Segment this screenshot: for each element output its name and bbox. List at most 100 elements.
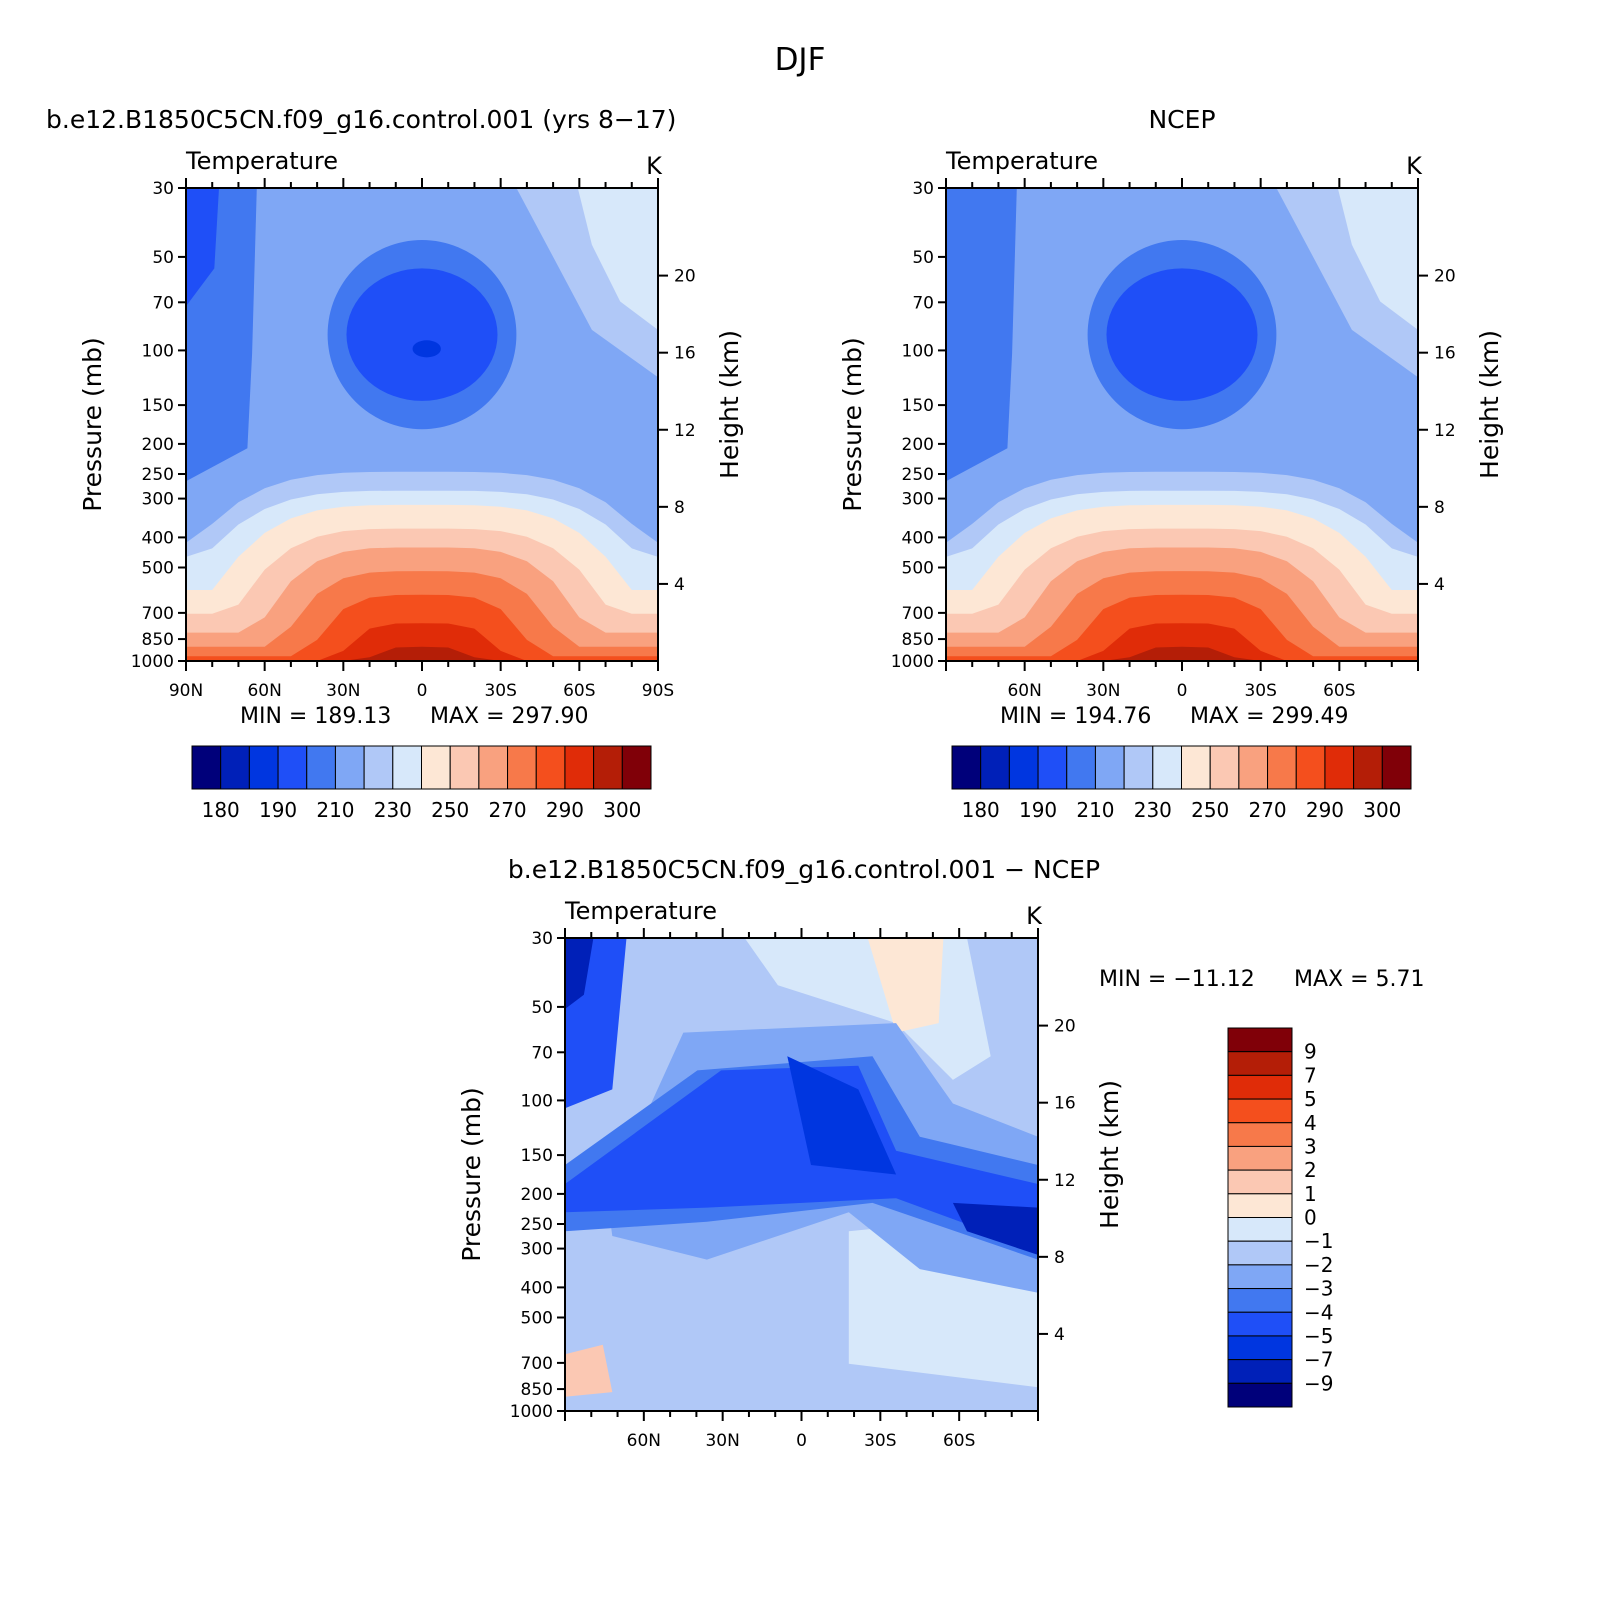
- colorbar-label: 0: [1304, 1206, 1317, 1230]
- band-core: [565, 1065, 1038, 1251]
- y-axis-label: Pressure (mb): [838, 337, 867, 511]
- colorbar: 180 190 210 230 250 270 290 300: [951, 745, 1412, 822]
- y-tick-label: 300: [902, 490, 934, 510]
- colorbar-swatch: [1227, 1122, 1293, 1147]
- x-tick-label: 60N: [1007, 681, 1041, 701]
- min-label: MIN = −11.12: [1099, 967, 1255, 992]
- colorbar-swatch: [1227, 1240, 1293, 1266]
- colorbar-swatch: [1227, 1264, 1293, 1290]
- y-tick-label: 500: [902, 559, 934, 579]
- y-tick-label: 1000: [131, 652, 174, 672]
- colorbar-swatch: [1227, 1335, 1293, 1361]
- band-warm-7: [186, 623, 658, 661]
- y-tick-label: 300: [521, 1240, 553, 1260]
- colorbar-swatch: [593, 745, 623, 790]
- panel-units: K: [1406, 152, 1423, 180]
- colorbar-swatch: [1353, 745, 1383, 790]
- band-south-core: [952, 1202, 1038, 1255]
- colorbar-label: 1: [1304, 1182, 1317, 1206]
- colorbar-swatch: [1227, 1027, 1293, 1053]
- colorbar-swatch: [421, 745, 451, 790]
- height-tick-label: 12: [1054, 1171, 1076, 1191]
- band-tropopause-core: [412, 340, 441, 358]
- band-warm-7: [946, 623, 1418, 661]
- min-label: MIN = 194.76: [1000, 704, 1151, 729]
- colorbar-label: −5: [1304, 1324, 1333, 1348]
- height-tick-label: 16: [1054, 1094, 1076, 1114]
- band-positive-upper: [867, 938, 944, 1033]
- y-tick-label: 70: [152, 293, 174, 313]
- y-tick-label: 50: [912, 248, 934, 268]
- x-tick-label: 0: [1177, 681, 1188, 701]
- height-tick-label: 8: [1434, 498, 1445, 518]
- y-tick-label: 150: [521, 1146, 553, 1166]
- colorbar-label: 7: [1304, 1063, 1317, 1087]
- y-tick-label: 300: [142, 490, 174, 510]
- colorbar-swatch: [1066, 745, 1096, 790]
- panel-title: NCEP: [1148, 105, 1215, 134]
- x-tick-label: 90N: [169, 681, 203, 701]
- y-tick-label: 30: [531, 929, 553, 949]
- y-tick-label: 500: [521, 1309, 553, 1329]
- panel-subtitle: Temperature: [185, 147, 338, 175]
- y-axis-label: Pressure (mb): [457, 1087, 486, 1261]
- x-tick-label: 60S: [563, 681, 595, 701]
- y-tick-label: 100: [142, 341, 174, 361]
- colorbar-swatch: [277, 745, 308, 790]
- colorbar-swatch: [1227, 1051, 1293, 1076]
- band-core-dark: [787, 1056, 897, 1175]
- colorbar-swatch: [248, 745, 279, 790]
- colorbar-label: 270: [488, 798, 526, 822]
- contour-field: [946, 188, 1418, 661]
- colorbar-swatch: [1227, 1169, 1293, 1195]
- colorbar-label: 4: [1304, 1111, 1317, 1135]
- height-tick-label: 8: [674, 498, 685, 518]
- band-warm-8: [946, 646, 1418, 661]
- y-tick-label: 100: [521, 1091, 553, 1111]
- colorbar-swatch: [306, 745, 336, 790]
- y-tick-label: 100: [902, 341, 934, 361]
- colorbar-swatch: [951, 745, 982, 790]
- colorbar-swatch: [449, 745, 480, 790]
- colorbar-label: 290: [1306, 798, 1344, 822]
- x-tick-label: 30N: [326, 681, 360, 701]
- x-tick-label: 30S: [484, 681, 516, 701]
- colorbar-label: 250: [1191, 798, 1229, 822]
- y-tick-label: 400: [142, 528, 174, 548]
- y-tick-label: 250: [142, 465, 174, 485]
- y-tick-label: 850: [142, 630, 174, 650]
- colorbar-swatch: [334, 745, 365, 790]
- y-tick-label: 500: [142, 559, 174, 579]
- panel-units: K: [646, 152, 663, 180]
- colorbar-swatch: [1227, 1074, 1293, 1100]
- x-tick-label: 60S: [1323, 681, 1355, 701]
- y-axis-label: Pressure (mb): [78, 337, 107, 511]
- colorbar-swatch: [478, 745, 509, 790]
- colorbar-swatch: [1209, 745, 1240, 790]
- colorbar-label: −7: [1304, 1348, 1333, 1372]
- colorbar-swatch: [1037, 745, 1068, 790]
- colorbar-label: 190: [259, 798, 297, 822]
- height-tick-label: 20: [674, 267, 696, 287]
- max-label: MAX = 5.71: [1294, 967, 1425, 992]
- panel-units: K: [1026, 902, 1043, 930]
- x-tick-label: 60N: [247, 681, 281, 701]
- colorbar-label: 210: [1076, 798, 1114, 822]
- colorbar-swatch: [1227, 1098, 1293, 1124]
- colorbar-swatch: [1227, 1359, 1293, 1384]
- colorbar-swatch: [1008, 745, 1039, 790]
- y-tick-label: 1000: [510, 1402, 553, 1422]
- panel-diff: b.e12.B1850C5CN.f09_g16.control.001 − NC…: [457, 855, 1425, 1451]
- height-tick-label: 20: [1054, 1017, 1076, 1037]
- y-tick-label: 150: [142, 396, 174, 416]
- y-tick-label: 70: [912, 293, 934, 313]
- y-tick-label: 30: [912, 179, 934, 199]
- colorbar-swatch: [1094, 745, 1125, 790]
- y-tick-label: 150: [902, 396, 934, 416]
- colorbar-label: 230: [374, 798, 412, 822]
- x-tick-label: 30S: [1244, 681, 1276, 701]
- y-tick-label: 700: [902, 604, 934, 624]
- y-tick-label: 250: [902, 465, 934, 485]
- panel-model: b.e12.B1850C5CN.f09_g16.control.001 (yrs…: [46, 105, 744, 822]
